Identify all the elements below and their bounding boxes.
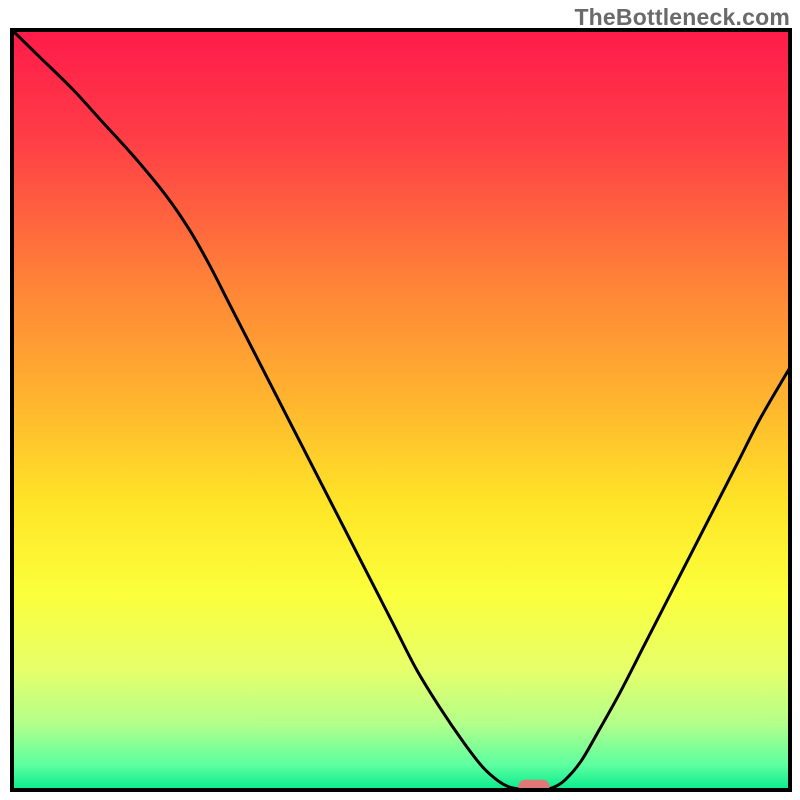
gradient-background xyxy=(10,28,792,792)
watermark-label: TheBottleneck.com xyxy=(574,4,790,31)
bottleneck-chart: TheBottleneck.com xyxy=(0,0,800,800)
chart-svg xyxy=(0,0,800,800)
